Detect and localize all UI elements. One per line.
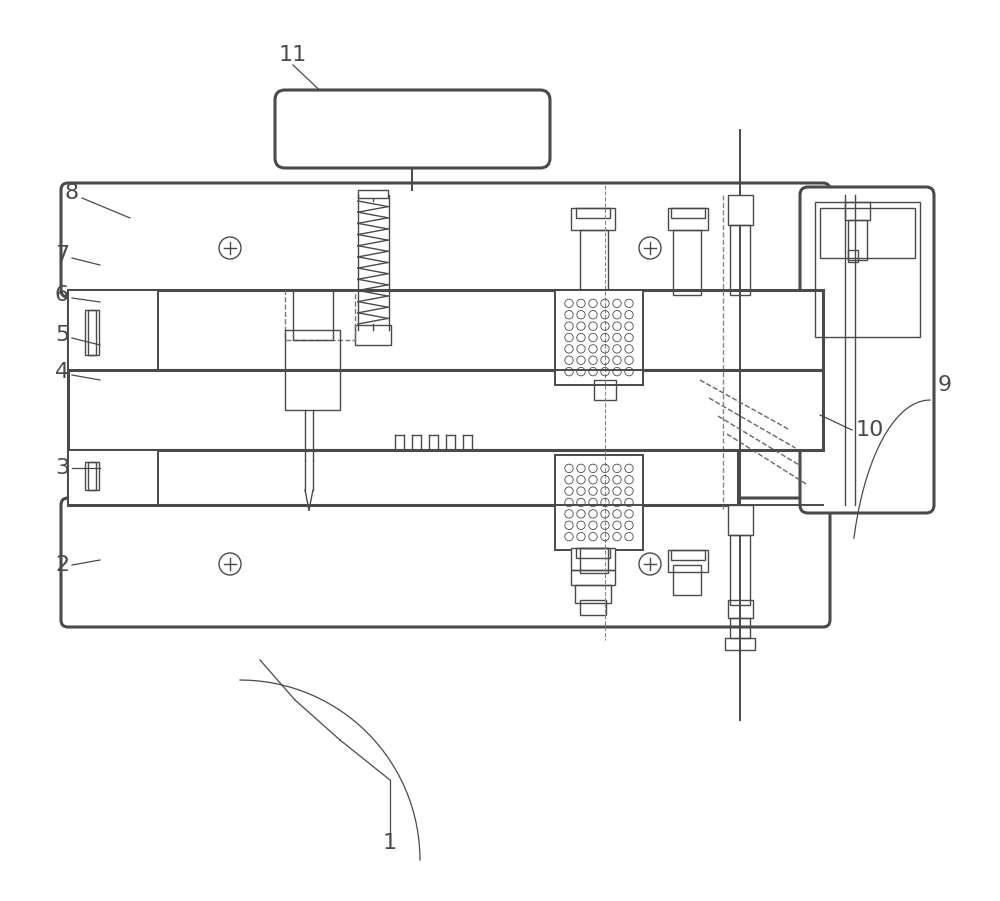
Text: 3: 3 — [55, 458, 69, 478]
Bar — [671, 208, 705, 218]
Bar — [285, 330, 340, 410]
Bar — [671, 550, 705, 560]
Bar — [68, 370, 823, 450]
Bar — [68, 450, 158, 505]
FancyBboxPatch shape — [275, 90, 550, 168]
Text: 2: 2 — [55, 555, 69, 575]
Bar — [88, 462, 96, 490]
FancyBboxPatch shape — [61, 498, 830, 627]
FancyBboxPatch shape — [800, 187, 934, 513]
Bar — [728, 600, 753, 618]
FancyBboxPatch shape — [61, 183, 830, 297]
Bar — [571, 208, 615, 230]
Bar — [728, 505, 753, 535]
Bar — [845, 202, 870, 220]
Bar — [820, 208, 915, 258]
Bar — [68, 290, 158, 370]
Bar — [668, 550, 708, 572]
Bar — [293, 290, 333, 340]
Bar — [580, 230, 608, 290]
Text: 6: 6 — [55, 285, 69, 305]
Bar — [580, 548, 608, 573]
Bar — [555, 455, 643, 550]
Text: 8: 8 — [65, 183, 79, 203]
Bar — [730, 535, 750, 605]
Bar — [571, 548, 615, 570]
Text: 1: 1 — [383, 833, 397, 853]
Bar — [730, 618, 750, 638]
Bar — [88, 310, 96, 355]
Bar — [594, 380, 616, 400]
Bar — [575, 585, 611, 603]
Bar — [730, 225, 750, 295]
Bar — [815, 202, 920, 337]
Bar — [580, 600, 606, 615]
Bar — [358, 190, 388, 198]
Bar — [673, 230, 701, 295]
Bar — [673, 565, 701, 595]
Bar — [848, 250, 858, 262]
Text: 10: 10 — [856, 420, 884, 440]
Bar — [668, 208, 708, 230]
Bar — [576, 548, 610, 558]
Bar — [555, 290, 643, 385]
Bar — [68, 290, 823, 370]
Bar — [68, 450, 738, 505]
Bar — [355, 325, 391, 345]
Text: 4: 4 — [55, 362, 69, 382]
Text: 5: 5 — [55, 325, 69, 345]
Text: 9: 9 — [938, 375, 952, 395]
Text: 7: 7 — [55, 245, 69, 265]
Text: 11: 11 — [279, 45, 307, 65]
Bar — [728, 195, 753, 225]
Bar — [571, 570, 615, 585]
Bar — [576, 208, 610, 218]
Bar — [848, 220, 867, 260]
Bar — [85, 310, 99, 355]
Bar — [285, 290, 355, 340]
Bar — [85, 462, 99, 490]
Bar — [725, 638, 755, 650]
